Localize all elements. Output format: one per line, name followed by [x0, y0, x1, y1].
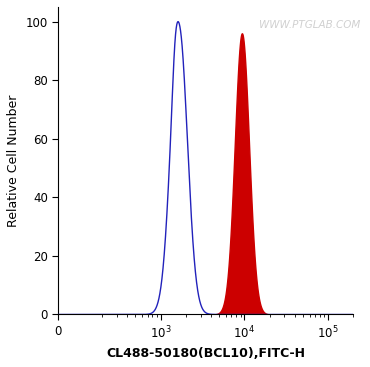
- Y-axis label: Relative Cell Number: Relative Cell Number: [7, 95, 20, 227]
- X-axis label: CL488-50180(BCL10),FITC-H: CL488-50180(BCL10),FITC-H: [106, 347, 305, 360]
- Text: WWW.PTGLAB.COM: WWW.PTGLAB.COM: [259, 21, 360, 30]
